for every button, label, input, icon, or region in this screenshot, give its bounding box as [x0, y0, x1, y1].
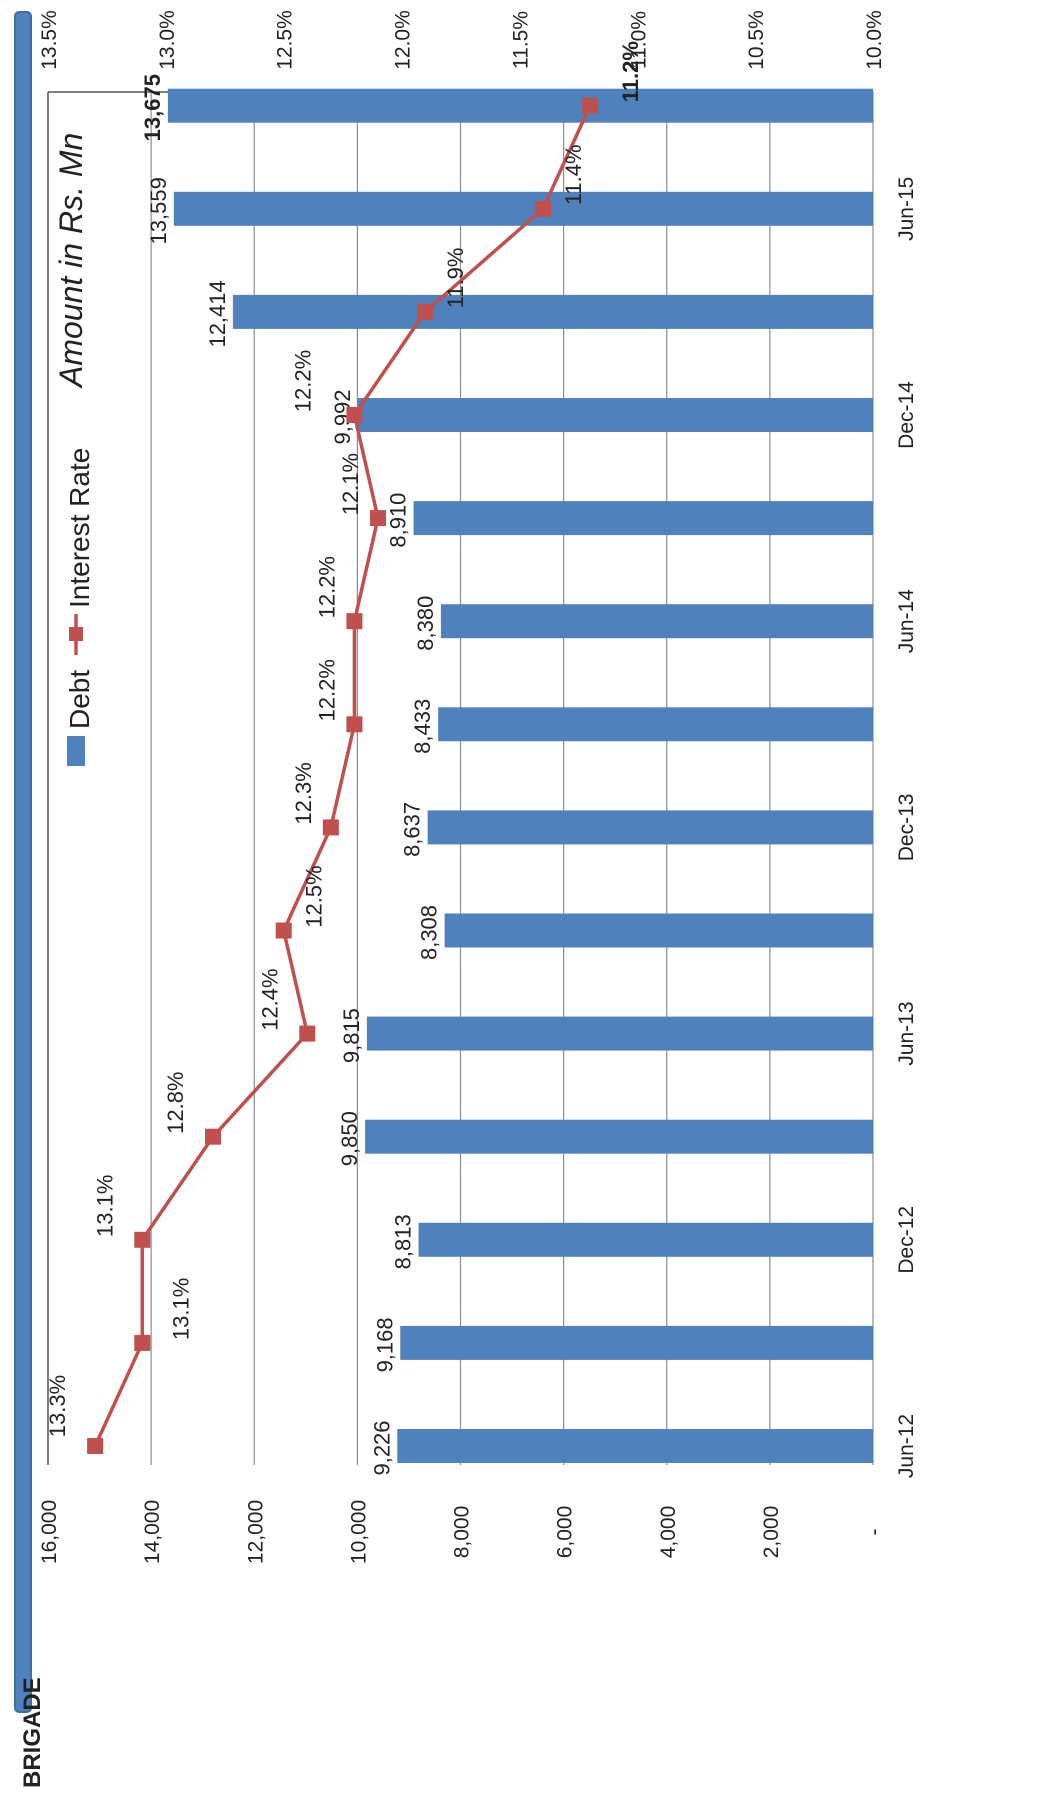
legend-interest-label: Interest Rate	[64, 448, 95, 608]
debt-bar	[366, 1016, 873, 1051]
secondary-axis-tick-labels: 10.0% 10.5% 11.0% 11.5% 12.0% 12.5% 13.0% 13.5%	[38, 10, 886, 70]
primary-tick-label: 6,000	[554, 1506, 577, 1559]
secondary-tick-label: 13.5%	[38, 10, 61, 70]
interest-rate-label: 12.4%	[257, 968, 282, 1030]
debt-bar-label: 8,813	[391, 1214, 416, 1269]
debt-bar-label: 9,226	[369, 1420, 394, 1475]
interest-rate-label: 12.3%	[291, 762, 316, 824]
debt-bar	[365, 1119, 873, 1154]
secondary-tick-label: 12.5%	[274, 10, 297, 70]
x-axis-tick-labels: Jun-12 Dec-12 Jun-13 Dec-13 Jun-14 Dec-14 Jun-…	[895, 177, 918, 1478]
primary-tick-label: 14,000	[141, 1500, 164, 1564]
primary-tick-label: -	[863, 1529, 886, 1536]
interest-rate-marker	[582, 97, 599, 114]
debt-bar	[440, 604, 873, 639]
interest-rate-marker	[299, 1025, 316, 1042]
debt-bar	[397, 1429, 873, 1463]
x-tick-label: Dec-12	[895, 1206, 918, 1274]
company-name: BRIGADE	[19, 1677, 46, 1788]
debt-bar	[413, 501, 873, 536]
interest-rate-marker	[134, 1231, 151, 1248]
interest-rate-label: 13.1%	[168, 1278, 193, 1340]
secondary-tick-label: 11.0%	[627, 11, 650, 69]
debt-bar-label: 8,910	[386, 493, 411, 548]
interest-rate-label: 11.4%	[561, 144, 586, 205]
primary-tick-label: 8,000	[451, 1506, 474, 1559]
interest-rate-label: 12.5%	[302, 865, 327, 927]
interest-rate-label: 12.2%	[290, 350, 315, 412]
debt-bar-labels: 9,226 9,168 8,813 9,850 9,815 8,308 8,637 8,433…	[140, 74, 442, 1475]
legend: Debt Interest Rate	[64, 448, 95, 766]
x-tick-label: Jun-12	[895, 1414, 918, 1478]
debt-bar-label: 8,637	[400, 802, 425, 857]
debt-bar	[444, 913, 873, 948]
debt-bar-label: 8,380	[413, 596, 438, 651]
debt-bar-label: 9,850	[337, 1111, 362, 1166]
interest-rate-label: 11.9%	[443, 248, 468, 309]
interest-rate-marker	[370, 510, 386, 527]
debt-bar	[427, 810, 873, 845]
debt-bar	[438, 707, 873, 742]
debt-bar	[400, 1325, 873, 1360]
debt-bar-label: 12,414	[205, 280, 230, 347]
x-tick-label: Dec-13	[895, 794, 918, 862]
x-tick-label: Jun-14	[895, 589, 918, 654]
interest-rate-line	[87, 97, 599, 1454]
interest-rate-marker	[275, 922, 292, 939]
interest-rate-label: 13.1%	[92, 1175, 117, 1237]
legend-interest-marker	[69, 627, 83, 641]
primary-tick-label: 4,000	[657, 1506, 680, 1559]
debt-bar-label: 13,559	[146, 177, 171, 244]
interest-rate-marker	[417, 303, 434, 320]
primary-tick-label: 2,000	[760, 1506, 783, 1559]
interest-rate-label: 12.2%	[314, 556, 339, 618]
interest-rate-marker	[322, 819, 339, 836]
header-divider-bar	[14, 11, 32, 1713]
secondary-tick-label: 12.0%	[392, 10, 415, 70]
debt-bars	[167, 88, 874, 1463]
debt-bar	[357, 398, 874, 432]
interest-rate-label: 12.8%	[163, 1072, 188, 1134]
debt-bar-label: 13,675	[140, 74, 165, 141]
chart-title: Amount in Rs. Mn	[53, 133, 89, 389]
interest-rate-marker	[346, 613, 363, 630]
primary-tick-label: 12,000	[244, 1500, 267, 1564]
interest-rate-marker	[346, 407, 363, 423]
primary-tick-label: 10,000	[347, 1500, 370, 1564]
secondary-tick-label: 13.0%	[156, 10, 179, 70]
interest-rate-marker	[134, 1334, 151, 1351]
legend-debt-label: Debt	[64, 670, 95, 729]
interest-rate-polyline	[93, 104, 592, 1447]
debt-bar-label: 8,308	[417, 905, 442, 960]
interest-rate-label: 12.1%	[338, 453, 363, 515]
debt-bar-label: 8,433	[410, 699, 435, 754]
interest-rate-labels: 13.3% 13.1% 13.1% 12.8% 12.4% 12.5% 12.3% 12.2%…	[45, 41, 643, 1437]
interest-rate-marker	[205, 1128, 221, 1145]
x-tick-label: Jun-13	[895, 1001, 918, 1065]
secondary-tick-label: 10.0%	[863, 10, 886, 70]
interest-rate-label: 11.2%	[618, 41, 643, 102]
secondary-tick-label: 10.5%	[745, 10, 768, 70]
interest-rate-label: 12.2%	[314, 659, 339, 721]
interest-rate-marker	[87, 1438, 104, 1454]
interest-rate-marker	[535, 200, 551, 217]
debt-bar	[232, 294, 873, 329]
primary-tick-label: 16,000	[38, 1500, 61, 1564]
secondary-tick-label: 11.5%	[509, 11, 532, 69]
debt-bar	[418, 1222, 873, 1257]
debt-bar-label: 9,168	[372, 1317, 397, 1372]
x-tick-label: Dec-14	[895, 381, 918, 449]
debt-bar-label: 9,815	[339, 1008, 364, 1063]
interest-rate-label: 13.3%	[45, 1375, 70, 1437]
primary-axis-tick-labels: - 2,000 4,000 6,000 8,000 10,000 12,000 14,000 1…	[38, 1500, 886, 1564]
x-tick-label: Jun-15	[895, 177, 918, 241]
legend-debt-swatch	[67, 736, 85, 766]
debt-bar	[167, 88, 873, 123]
interest-rate-marker	[346, 716, 363, 733]
debt-bar	[173, 191, 873, 226]
